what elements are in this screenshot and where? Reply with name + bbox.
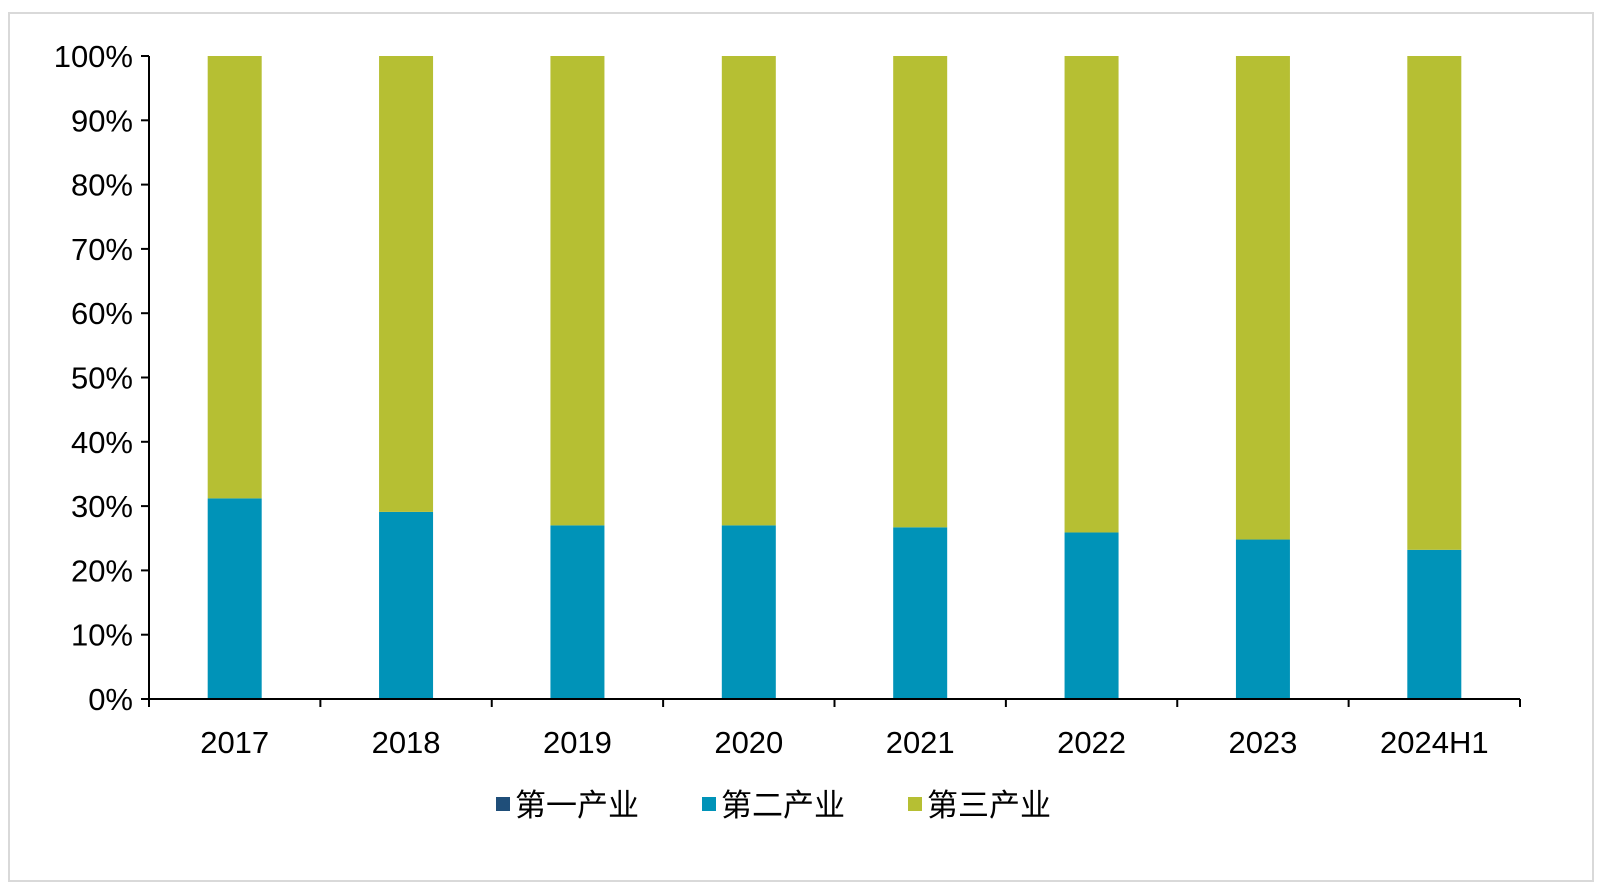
y-tick-label: 0% (88, 682, 133, 717)
y-tick-label: 40% (71, 425, 133, 460)
chart-frame: 0% 10% 20% 30% 40% 50% 60% 70% 80% 90% 100% 2017 20… (8, 12, 1594, 882)
bar-segment-series-3-2020 (721, 56, 776, 526)
y-tick-label: 60% (71, 296, 133, 331)
legend-item-series-2: 第二产业 (702, 788, 845, 824)
legend-label: 第一产业 (515, 788, 639, 824)
legend-swatch (496, 797, 510, 811)
legend-item-series-3: 第三产业 (908, 788, 1051, 824)
bar-segment-series-3-2017 (207, 56, 262, 499)
legend-swatch (908, 797, 922, 811)
bar-segment-series-3-2024H1 (1407, 56, 1462, 550)
y-tick-label: 70% (71, 232, 133, 267)
axes-layer (141, 55, 1521, 707)
y-tick-label: 100% (54, 39, 133, 74)
x-tick-label: 2020 (714, 725, 783, 760)
bar-segment-series-2-2018 (379, 511, 434, 699)
bar-segment-series-2-2019 (550, 525, 605, 699)
legend-label: 第二产业 (721, 788, 845, 824)
bar-segment-series-3-2018 (379, 56, 434, 512)
bar-segment-series-2-2020 (721, 525, 776, 699)
y-tick-label: 20% (71, 553, 133, 588)
x-tick-label: 2022 (1057, 725, 1126, 760)
bars-layer (207, 56, 1462, 699)
bar-segment-series-2-2024H1 (1407, 549, 1462, 699)
x-tick-labels: 2017 2018 2019 2020 2021 2022 2023 2024H1 (200, 725, 1488, 760)
legend-item-series-1: 第一产业 (496, 788, 639, 824)
x-tick-label: 2023 (1228, 725, 1297, 760)
bar-segment-series-2-2023 (1235, 539, 1290, 699)
legend-label: 第三产业 (927, 788, 1051, 824)
x-tick-label: 2021 (886, 725, 955, 760)
x-tick-label: 2024H1 (1380, 725, 1489, 760)
bar-segment-series-3-2022 (1064, 56, 1119, 533)
stacked-bar-chart: 0%10%20%30%40%50%60%70%80%90%100% 2017 20… (54, 39, 1521, 824)
legend-swatch (702, 797, 716, 811)
bar-segment-series-2-2021 (893, 527, 948, 699)
legend: 第一产业 第二产业 第三产业 (496, 788, 1051, 824)
bar-segment-series-3-2019 (550, 56, 605, 526)
x-tick-label: 2019 (543, 725, 612, 760)
x-tick-label: 2018 (372, 725, 441, 760)
y-tick-label: 10% (71, 618, 133, 653)
y-tick-label: 80% (71, 168, 133, 203)
bar-segment-series-3-2021 (893, 56, 948, 528)
y-tick-label: 90% (71, 103, 133, 138)
y-tick-label: 30% (71, 489, 133, 524)
bar-segment-series-2-2017 (207, 498, 262, 699)
y-tick-label: 50% (71, 361, 133, 396)
x-tick-label: 2017 (200, 725, 269, 760)
y-tick-labels: 0% 10% 20% 30% 40% 50% 60% 70% 80% 90% 100% (54, 39, 133, 717)
bar-segment-series-3-2023 (1235, 56, 1290, 540)
bar-segment-series-2-2022 (1064, 532, 1119, 699)
